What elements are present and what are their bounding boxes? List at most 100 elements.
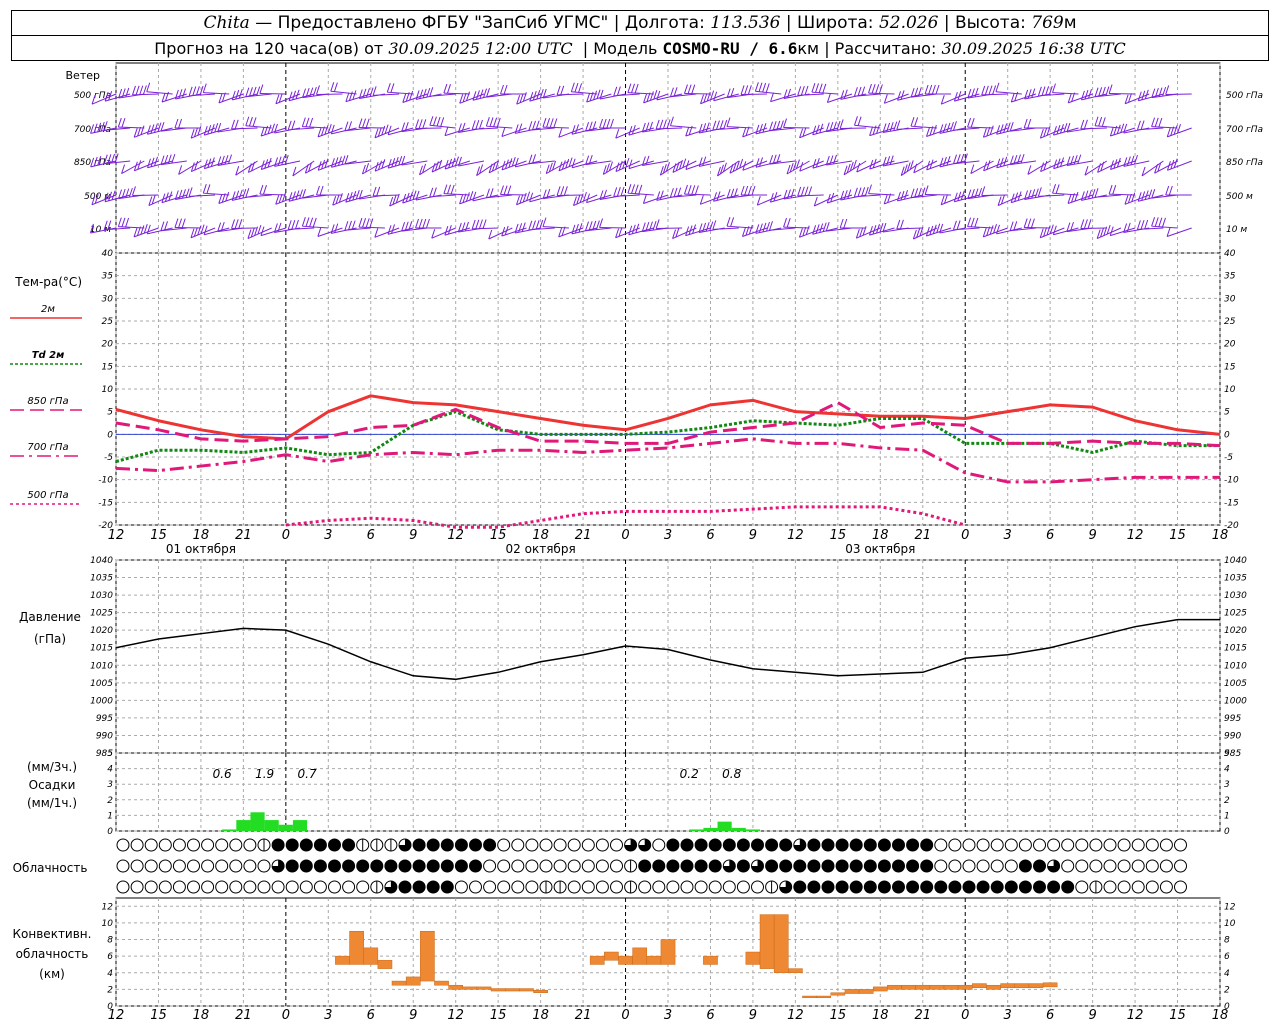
wind-barb xyxy=(459,91,485,104)
wind-barb-shaft xyxy=(374,227,400,238)
calculated-value: 30.09.2025 16:38 UTC xyxy=(941,38,1126,58)
wind-barb-feather xyxy=(939,124,944,134)
wind-barb-feather xyxy=(458,156,462,167)
wind-barb-feather xyxy=(1020,153,1025,164)
wind-barb-feather xyxy=(412,190,417,200)
bottom-x-tick: 9 xyxy=(409,1008,417,1023)
wind-barb-feather xyxy=(532,91,537,101)
wind-barb-feather xyxy=(887,193,892,203)
cloud-cell xyxy=(821,880,835,894)
wind-barb-shaft xyxy=(628,160,654,170)
cloud-cell xyxy=(553,838,567,852)
wind-barb-feather xyxy=(1124,195,1129,205)
wind-barb-feather xyxy=(438,159,443,170)
wind-barb xyxy=(1052,83,1079,95)
wind-barb-feather xyxy=(800,86,805,96)
wind-barb-feather xyxy=(274,157,279,167)
wind-barb-feather xyxy=(1096,229,1101,239)
cloud-circle xyxy=(539,838,553,852)
wind-barb-shaft xyxy=(1124,93,1150,105)
wind-barb-feather xyxy=(542,117,547,128)
bottom-x-tick: 0 xyxy=(961,1008,969,1023)
wind-barb-shaft xyxy=(190,227,216,239)
wind-barb-feather xyxy=(1091,188,1096,199)
cloud-cell xyxy=(426,880,440,894)
cloud-circle xyxy=(1159,880,1173,894)
wind-barb xyxy=(190,224,216,239)
cloud-cell xyxy=(257,859,271,873)
wind-barb-feather xyxy=(787,88,791,99)
wind-barb-feather xyxy=(182,88,187,98)
cloud-circle xyxy=(1061,880,1075,894)
cloud-circle xyxy=(863,859,877,873)
wind-barb xyxy=(882,121,909,134)
wind-barb-feather xyxy=(1083,219,1088,229)
cloud-cell xyxy=(835,859,849,873)
pressure-ytick-left: 1040 xyxy=(90,556,113,566)
temp-ytick-left: 15 xyxy=(102,362,114,372)
wind-barb-feather xyxy=(853,187,858,197)
wind-barb-shaft xyxy=(189,194,216,197)
wind-barb-feather xyxy=(687,84,692,94)
wind-barb-shaft xyxy=(684,193,711,196)
wind-barb-shaft xyxy=(814,194,839,207)
wind-barb-feather xyxy=(748,224,753,235)
wind-barb-shaft xyxy=(429,194,456,198)
wind-barb xyxy=(529,88,555,102)
convective-ytick-left: 2 xyxy=(107,985,113,995)
wind-barb-feather xyxy=(344,155,349,165)
cloud-cell xyxy=(1061,859,1075,873)
wind-barb-shaft xyxy=(401,160,428,166)
precip-unit-top: (мм/3ч.) xyxy=(27,760,77,774)
cloud-cell xyxy=(299,859,313,873)
wind-barb-feather xyxy=(825,122,830,132)
wind-barb-feather xyxy=(722,162,727,172)
cloud-circle xyxy=(906,859,920,873)
cloud-circle xyxy=(680,859,694,873)
wind-barb xyxy=(683,84,711,95)
wind-barb-shaft xyxy=(345,194,371,203)
wind-barb-feather xyxy=(839,119,844,129)
wind-barb-feather xyxy=(459,194,464,205)
wind-barb-feather xyxy=(1154,217,1159,227)
wind-barb xyxy=(586,89,612,103)
wind-barb-feather xyxy=(742,161,747,171)
wind-barb-feather xyxy=(936,223,941,233)
cloud-cell xyxy=(483,838,497,852)
wind-barb-feather xyxy=(111,153,116,164)
wind-barb-feather xyxy=(659,190,664,200)
cloud-cell xyxy=(313,838,327,852)
wind-barb-feather xyxy=(588,154,593,165)
wind-barb-feather xyxy=(953,92,958,102)
precip-3h-total: 0.8 xyxy=(722,767,741,781)
wind-barb-feather xyxy=(476,166,481,176)
cloud-fill xyxy=(1047,860,1060,873)
temp-x-tick: 18 xyxy=(193,528,210,543)
convective-bar xyxy=(901,984,916,990)
wind-barb-shaft xyxy=(1096,227,1122,240)
wind-barb-feather xyxy=(960,153,965,164)
wind-barb-feather xyxy=(97,156,102,166)
wind-barb-feather xyxy=(519,93,524,103)
wind-barb-feather xyxy=(248,116,253,127)
wind-barb-feather xyxy=(358,118,363,128)
cloud-circle xyxy=(1145,859,1159,873)
wind-barb-feather xyxy=(999,157,1004,167)
cloud-circle xyxy=(1047,838,1061,852)
wind-barb xyxy=(910,187,937,199)
wind-barb-shaft xyxy=(585,160,612,166)
wind-barb-feather xyxy=(234,119,239,129)
wind-barb-feather xyxy=(245,87,250,97)
wind-barb-feather xyxy=(401,155,406,166)
wind-barb-feather xyxy=(1056,125,1061,135)
wind-barb-feather xyxy=(302,88,307,98)
wind-barb-feather xyxy=(758,82,763,92)
wind-barb-shaft xyxy=(642,160,669,167)
wind-barb xyxy=(387,125,414,136)
pressure-ytick-left: 1015 xyxy=(90,644,113,654)
cloud-cell xyxy=(497,880,511,894)
wind-barb xyxy=(1165,185,1192,196)
wind-barb-feather xyxy=(1043,160,1048,171)
precip-bar xyxy=(731,827,746,831)
date-label: 02 октября xyxy=(506,542,576,556)
